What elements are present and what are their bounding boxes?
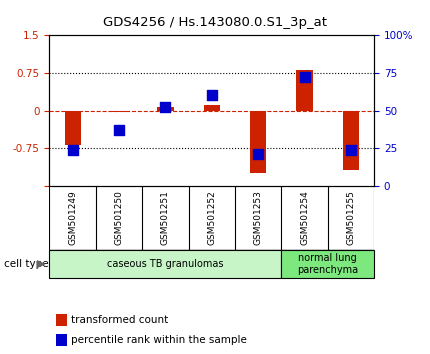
Text: GSM501255: GSM501255 bbox=[347, 190, 356, 245]
Bar bbox=[250, 110, 266, 173]
Text: GSM501253: GSM501253 bbox=[254, 190, 263, 245]
Text: GSM501251: GSM501251 bbox=[161, 190, 170, 245]
Text: GSM501254: GSM501254 bbox=[300, 190, 309, 245]
Bar bbox=[56, 334, 68, 346]
Text: normal lung
parenchyma: normal lung parenchyma bbox=[297, 253, 358, 275]
Text: transformed count: transformed count bbox=[71, 315, 168, 325]
Bar bbox=[157, 107, 174, 110]
Text: GDS4256 / Hs.143080.0.S1_3p_at: GDS4256 / Hs.143080.0.S1_3p_at bbox=[103, 16, 327, 29]
Point bbox=[209, 92, 215, 97]
Text: ▶: ▶ bbox=[37, 259, 45, 269]
Point bbox=[69, 147, 76, 153]
Point bbox=[255, 152, 261, 157]
Text: caseous TB granulomas: caseous TB granulomas bbox=[107, 259, 224, 269]
Text: GSM501249: GSM501249 bbox=[68, 190, 77, 245]
Point bbox=[116, 127, 123, 132]
Bar bbox=[281, 250, 374, 278]
Point bbox=[347, 147, 354, 153]
Text: GSM501252: GSM501252 bbox=[207, 190, 216, 245]
Bar bbox=[204, 105, 220, 110]
Point bbox=[162, 104, 169, 109]
Text: GSM501250: GSM501250 bbox=[114, 190, 123, 245]
Bar bbox=[111, 110, 127, 112]
Text: percentile rank within the sample: percentile rank within the sample bbox=[71, 335, 246, 345]
Point bbox=[301, 74, 308, 79]
Bar bbox=[56, 314, 68, 326]
Text: cell type: cell type bbox=[4, 259, 49, 269]
Bar bbox=[64, 110, 81, 145]
Bar bbox=[343, 110, 359, 170]
Bar bbox=[296, 69, 313, 110]
Bar bbox=[49, 250, 281, 278]
